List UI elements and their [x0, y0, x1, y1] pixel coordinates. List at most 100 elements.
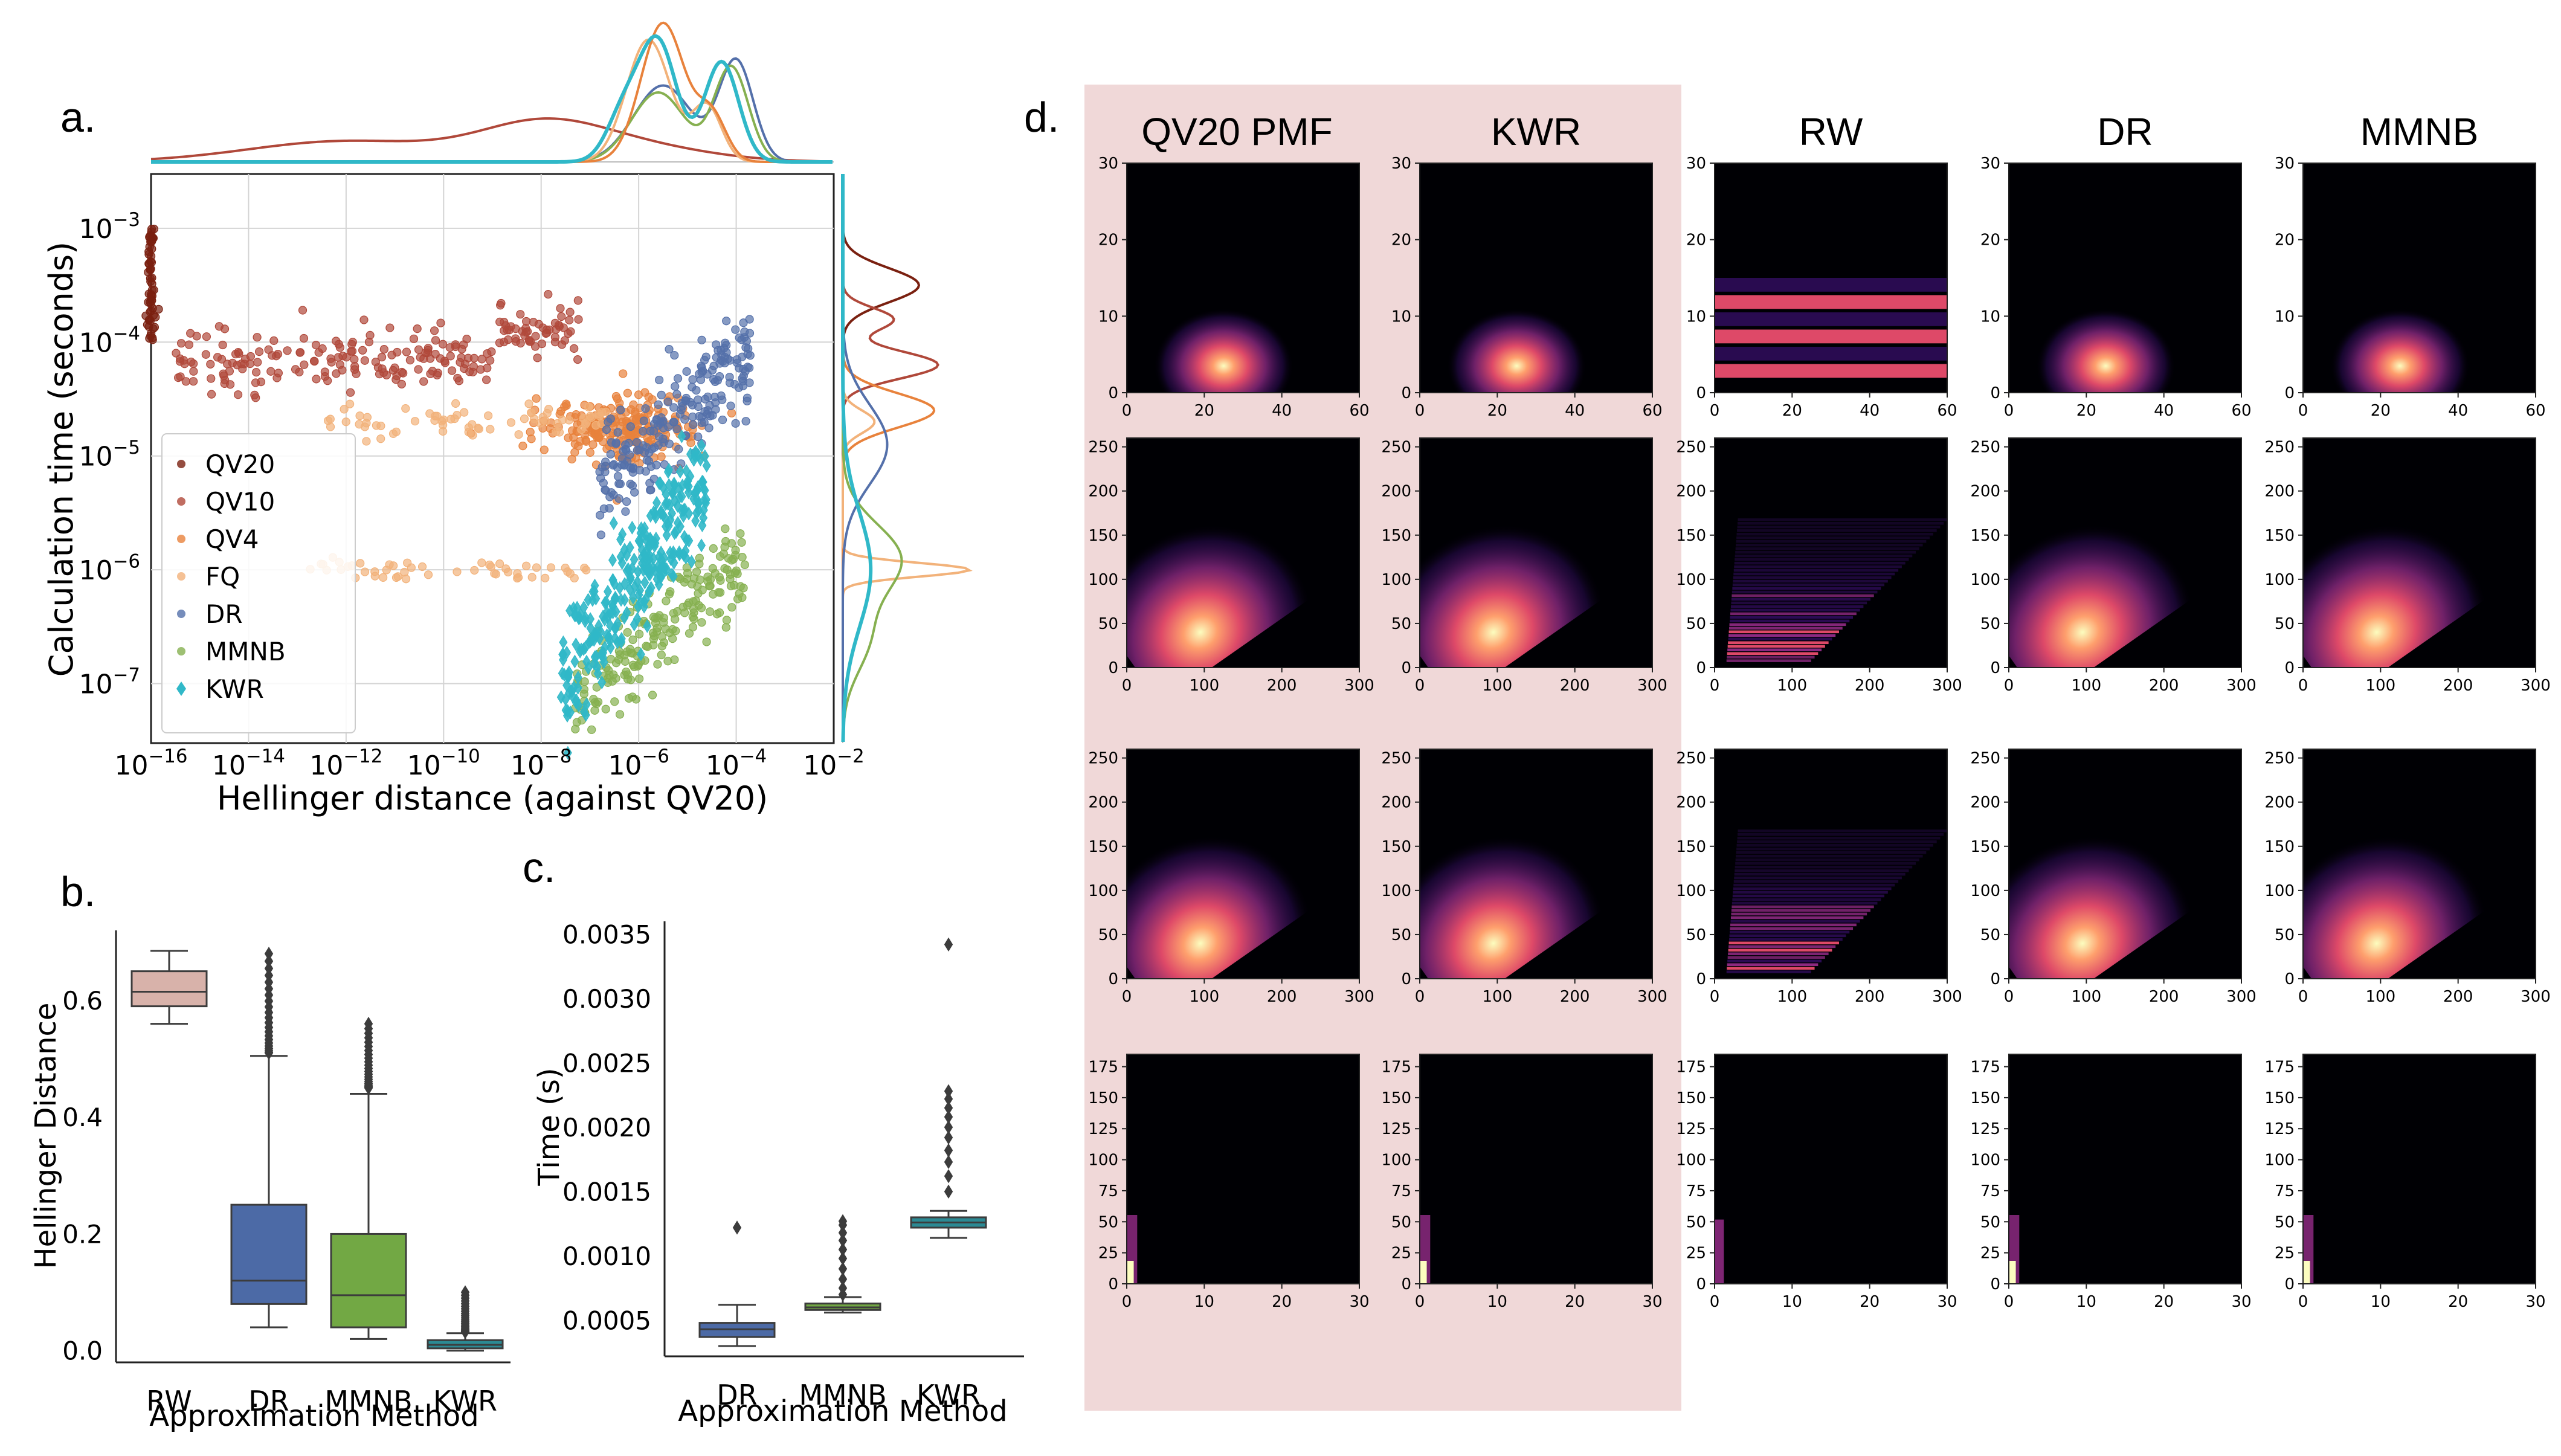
point-kwr-225 — [656, 569, 665, 584]
point-mmnb-187 — [739, 584, 748, 593]
point-kwr-253 — [645, 562, 654, 576]
x-tick-label-0: 0 — [1122, 677, 1132, 695]
point-dr-51 — [718, 415, 727, 425]
y-tick-label-4: 100 — [2264, 1152, 2295, 1170]
rw-band-30 — [1729, 627, 1843, 630]
point-dr-52 — [694, 432, 703, 442]
y-tick-label-3: 150 — [1381, 527, 1411, 545]
heatmap-axes-dr-row-4: 0 10 20 30 0 25 50 75 100 125 150 175 — [1970, 1054, 2252, 1311]
point-qv10-222 — [469, 362, 478, 371]
point-dr-219 — [628, 465, 638, 474]
heatmap-axes-mmnb-row-2: 0 100 200 300 0 50 100 150 200 250 — [2264, 437, 2551, 695]
point-kwr-263 — [625, 540, 634, 555]
point-mmnb-117 — [720, 564, 729, 573]
point-dr-164 — [672, 424, 681, 434]
point-qv10-176 — [219, 371, 228, 381]
point-mmnb-173 — [685, 629, 694, 638]
point-mmnb-125 — [668, 634, 677, 643]
x-tick-label-0: 10−16 — [115, 746, 188, 781]
point-qv10-204 — [454, 376, 464, 385]
point-fq-66 — [527, 573, 536, 582]
heatmap-mmnb-row-3 — [2303, 749, 2536, 979]
rw-band-28 — [1730, 619, 1850, 623]
x-tick-label-mmnb: MMNB — [799, 1379, 886, 1411]
y-tick-label-2: 100 — [1088, 882, 1118, 900]
rw-band-29 — [1729, 934, 1846, 938]
x-tick-label-0: 0 — [2298, 402, 2308, 420]
rw-band-8 — [1735, 547, 1919, 550]
x-tick-label-3: 300 — [1344, 988, 1374, 1006]
point-qv10-86 — [431, 336, 440, 345]
heatmap-frame — [2008, 749, 2242, 979]
point-dr-66 — [614, 479, 623, 488]
y-tick-label-0: 0 — [1696, 384, 1706, 402]
box-dr-flier-19 — [264, 961, 274, 976]
point-dr-187 — [621, 507, 630, 516]
point-mmnb-110 — [693, 582, 702, 591]
rw-band-35 — [1727, 956, 1825, 959]
scatter-points — [141, 224, 755, 760]
point-mmnb-159 — [614, 646, 623, 656]
heatmap-dr-row-3 — [2009, 749, 2241, 979]
point-qv10-157 — [207, 374, 216, 383]
x-tick-label-0: 0 — [1415, 677, 1425, 695]
box-kwr-flier-21 — [460, 1285, 470, 1300]
x-tick-label-2: 20 — [1860, 1293, 1880, 1311]
point-kwr-279 — [691, 514, 700, 528]
x-tick-label-3: 300 — [1932, 988, 1962, 1006]
heatmap-frame — [2008, 1054, 2242, 1284]
point-kwr-286 — [633, 575, 642, 589]
point-qv10-184 — [268, 351, 277, 360]
point-dr-204 — [694, 395, 703, 404]
y-tick-label-1: 50 — [1980, 615, 2000, 633]
rw-band-17 — [1733, 891, 1888, 894]
x-tick-label-3: 300 — [2226, 988, 2257, 1006]
x-tick-label-2-base: 10 — [309, 750, 343, 781]
heatmap-frame — [1126, 1054, 1360, 1284]
point-qv10-111 — [311, 341, 321, 350]
point-qv10-23 — [298, 306, 308, 315]
x-tick-label-kwr: KWR — [433, 1385, 497, 1417]
point-fq-61 — [346, 399, 355, 408]
x-tick-label-0: 0 — [2298, 1293, 2308, 1311]
x-tick-label-3: 30 — [2231, 1293, 2251, 1311]
point-kwr-258 — [568, 689, 577, 703]
legend-label-qv20: QV20 — [205, 449, 275, 479]
y-tick-label-4-base: 10 — [79, 669, 113, 700]
point-fq-116 — [401, 404, 410, 413]
point-qv10-122 — [573, 296, 582, 305]
y-tick-label-2: 0.0015 — [562, 1177, 651, 1206]
point-qv10-28 — [312, 375, 321, 384]
heatmap-qv20-pmf-row-4 — [1127, 1054, 1359, 1284]
point-qv10-71 — [188, 377, 198, 386]
point-kwr-265 — [608, 597, 617, 611]
point-kwr-69 — [640, 575, 649, 590]
box-dr-flier-0 — [732, 1220, 742, 1235]
heatmap-mmnb-row-4 — [2303, 1054, 2536, 1284]
point-kwr-109 — [609, 516, 618, 530]
rw-band-14 — [1733, 880, 1899, 883]
point-mmnb-145 — [628, 692, 637, 701]
y-tick-label-2: 20 — [1686, 231, 1706, 250]
point-kwr-179 — [645, 584, 654, 598]
rw-band-1 — [1715, 295, 1947, 309]
right-density-fq — [842, 174, 973, 742]
point-mmnb-93 — [712, 610, 721, 619]
point-kwr-46 — [573, 681, 582, 695]
point-dr-138 — [681, 393, 691, 403]
heatmap-background — [1715, 1054, 1947, 1284]
point-kwr-282 — [617, 631, 626, 646]
box-rw — [130, 970, 208, 1008]
box-mmnb-flier-21 — [364, 1016, 373, 1031]
x-tick-label-3: 30 — [1642, 1293, 1662, 1311]
point-dr-0 — [639, 416, 648, 425]
rw-band-15 — [1733, 883, 1895, 887]
rw-band-5 — [1736, 536, 1930, 540]
heatmap-density — [2009, 749, 2233, 979]
point-fq-54 — [543, 408, 552, 418]
heatmap-frame — [2302, 1054, 2536, 1284]
y-tick-label-2: 100 — [1381, 882, 1411, 900]
point-dr-191 — [688, 401, 697, 410]
point-fq-88 — [360, 567, 370, 576]
point-mmnb-176 — [630, 662, 639, 671]
